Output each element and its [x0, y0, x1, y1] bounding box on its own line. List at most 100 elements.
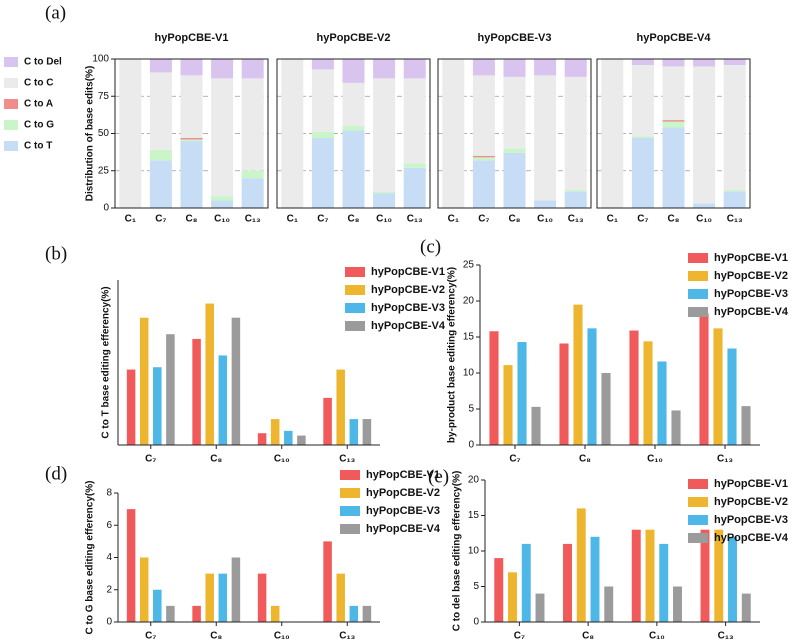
x-tick-label: C₇ [514, 631, 525, 642]
bar [205, 573, 214, 622]
bar-segment [311, 132, 334, 138]
x-tick-label: C₁₃ [339, 454, 355, 465]
bar [349, 605, 359, 622]
bar-segment [723, 190, 746, 192]
bar-segment [534, 75, 557, 201]
subplot-title: hyPopCBE-V3 [478, 32, 552, 44]
x-tick-label: C₈ [186, 214, 198, 225]
y-tick-label: 5 [473, 581, 479, 592]
bar-segment [503, 152, 526, 208]
bar-segment [311, 59, 334, 70]
y-tick-label: 0 [106, 617, 112, 628]
bar-segment [403, 59, 426, 79]
bar [645, 529, 655, 622]
legend-label: hyPopCBE-V4 [366, 523, 441, 535]
x-tick-label: C₁ [125, 214, 136, 225]
x-tick-label: C₈ [579, 454, 591, 465]
bar-segment [723, 59, 746, 65]
legend-label: hyPopCBE-V1 [714, 478, 788, 490]
bar-segment [723, 191, 746, 208]
bar [218, 355, 228, 445]
legend-label: hyPopCBE-V3 [371, 302, 445, 314]
legend-swatch [4, 99, 18, 109]
bar [192, 605, 201, 622]
subplot-frame [437, 58, 592, 209]
bar [323, 541, 332, 622]
bar-segment [564, 191, 587, 208]
legend-swatch [340, 488, 360, 498]
bar-segment [241, 78, 264, 171]
y-tick-label: 10 [468, 546, 480, 557]
legend-label: hyPopCBE-V1 [714, 252, 788, 264]
x-tick-label: C₇ [478, 214, 489, 225]
bar-segment [503, 148, 526, 153]
bar [270, 419, 280, 445]
bar [521, 543, 531, 622]
bar [494, 558, 504, 622]
subplot-title: hyPopCBE-V4 [637, 32, 712, 44]
bar [573, 304, 583, 445]
bar-segment [472, 59, 495, 76]
bar [700, 529, 710, 622]
y-tick-label: 6 [106, 520, 112, 531]
bar-segment [601, 59, 624, 208]
bar-segment [149, 72, 172, 150]
bar [508, 572, 517, 622]
bar [601, 373, 611, 445]
bar [741, 406, 751, 445]
y-axis-label: by-product base editing efferency(%) [447, 267, 458, 443]
legend-label: C to G [24, 120, 54, 131]
legend-swatch [688, 479, 708, 489]
bar-segment [534, 59, 557, 76]
bar-segment [241, 170, 264, 179]
bar [126, 369, 136, 445]
legend-swatch [4, 120, 18, 130]
bar [349, 419, 359, 445]
y-tick-label: 0 [468, 440, 474, 451]
panel-label: (c) [420, 236, 441, 257]
subplot-title: hyPopCBE-V2 [317, 32, 391, 44]
bar [139, 317, 149, 445]
y-tick-label: 15 [463, 332, 475, 343]
bar [559, 343, 569, 445]
bar-segment [723, 64, 746, 191]
x-tick-label: C₁₀ [649, 631, 665, 642]
bar-segment [662, 66, 685, 121]
panel-label: (e) [428, 466, 449, 487]
subplot-title: hyPopCBE-V1 [155, 32, 229, 44]
x-tick-label: C₇ [637, 214, 648, 225]
x-tick-label: C₁₃ [339, 631, 355, 642]
x-tick-label: C₁ [448, 214, 459, 225]
bar [166, 605, 175, 622]
bar [699, 313, 709, 445]
x-tick-label: C₈ [509, 214, 521, 225]
y-tick-label: 15 [468, 510, 480, 521]
bar-segment [503, 59, 526, 77]
bar-segment [662, 120, 685, 122]
bar [728, 536, 737, 622]
y-axis-label: Distribution of base edits(%) [85, 66, 96, 202]
panel-label: (d) [45, 463, 67, 484]
legend-label: hyPopCBE-V4 [371, 320, 446, 332]
legend-label: hyPopCBE-V3 [366, 505, 440, 517]
x-tick-label: C₁₀ [376, 214, 392, 225]
bar-segment [373, 78, 396, 192]
bar [604, 586, 614, 622]
bar-segment [211, 78, 234, 197]
x-tick-label: C₁ [607, 214, 618, 225]
bar-segment [149, 160, 172, 208]
bar-segment [180, 75, 203, 138]
x-tick-label: C₇ [155, 214, 166, 225]
bar [336, 369, 345, 445]
bar-segment [534, 200, 557, 208]
legend-label: hyPopCBE-V1 [366, 469, 440, 481]
bar-segment [403, 78, 426, 164]
x-tick-label: C₁₀ [537, 214, 553, 225]
bar-segment [693, 203, 716, 208]
subplot-frame [114, 58, 269, 209]
bar-segment [342, 82, 365, 127]
legend-swatch [688, 497, 708, 507]
bar [153, 589, 162, 622]
bar [257, 433, 267, 445]
subplot-frame [596, 58, 751, 209]
